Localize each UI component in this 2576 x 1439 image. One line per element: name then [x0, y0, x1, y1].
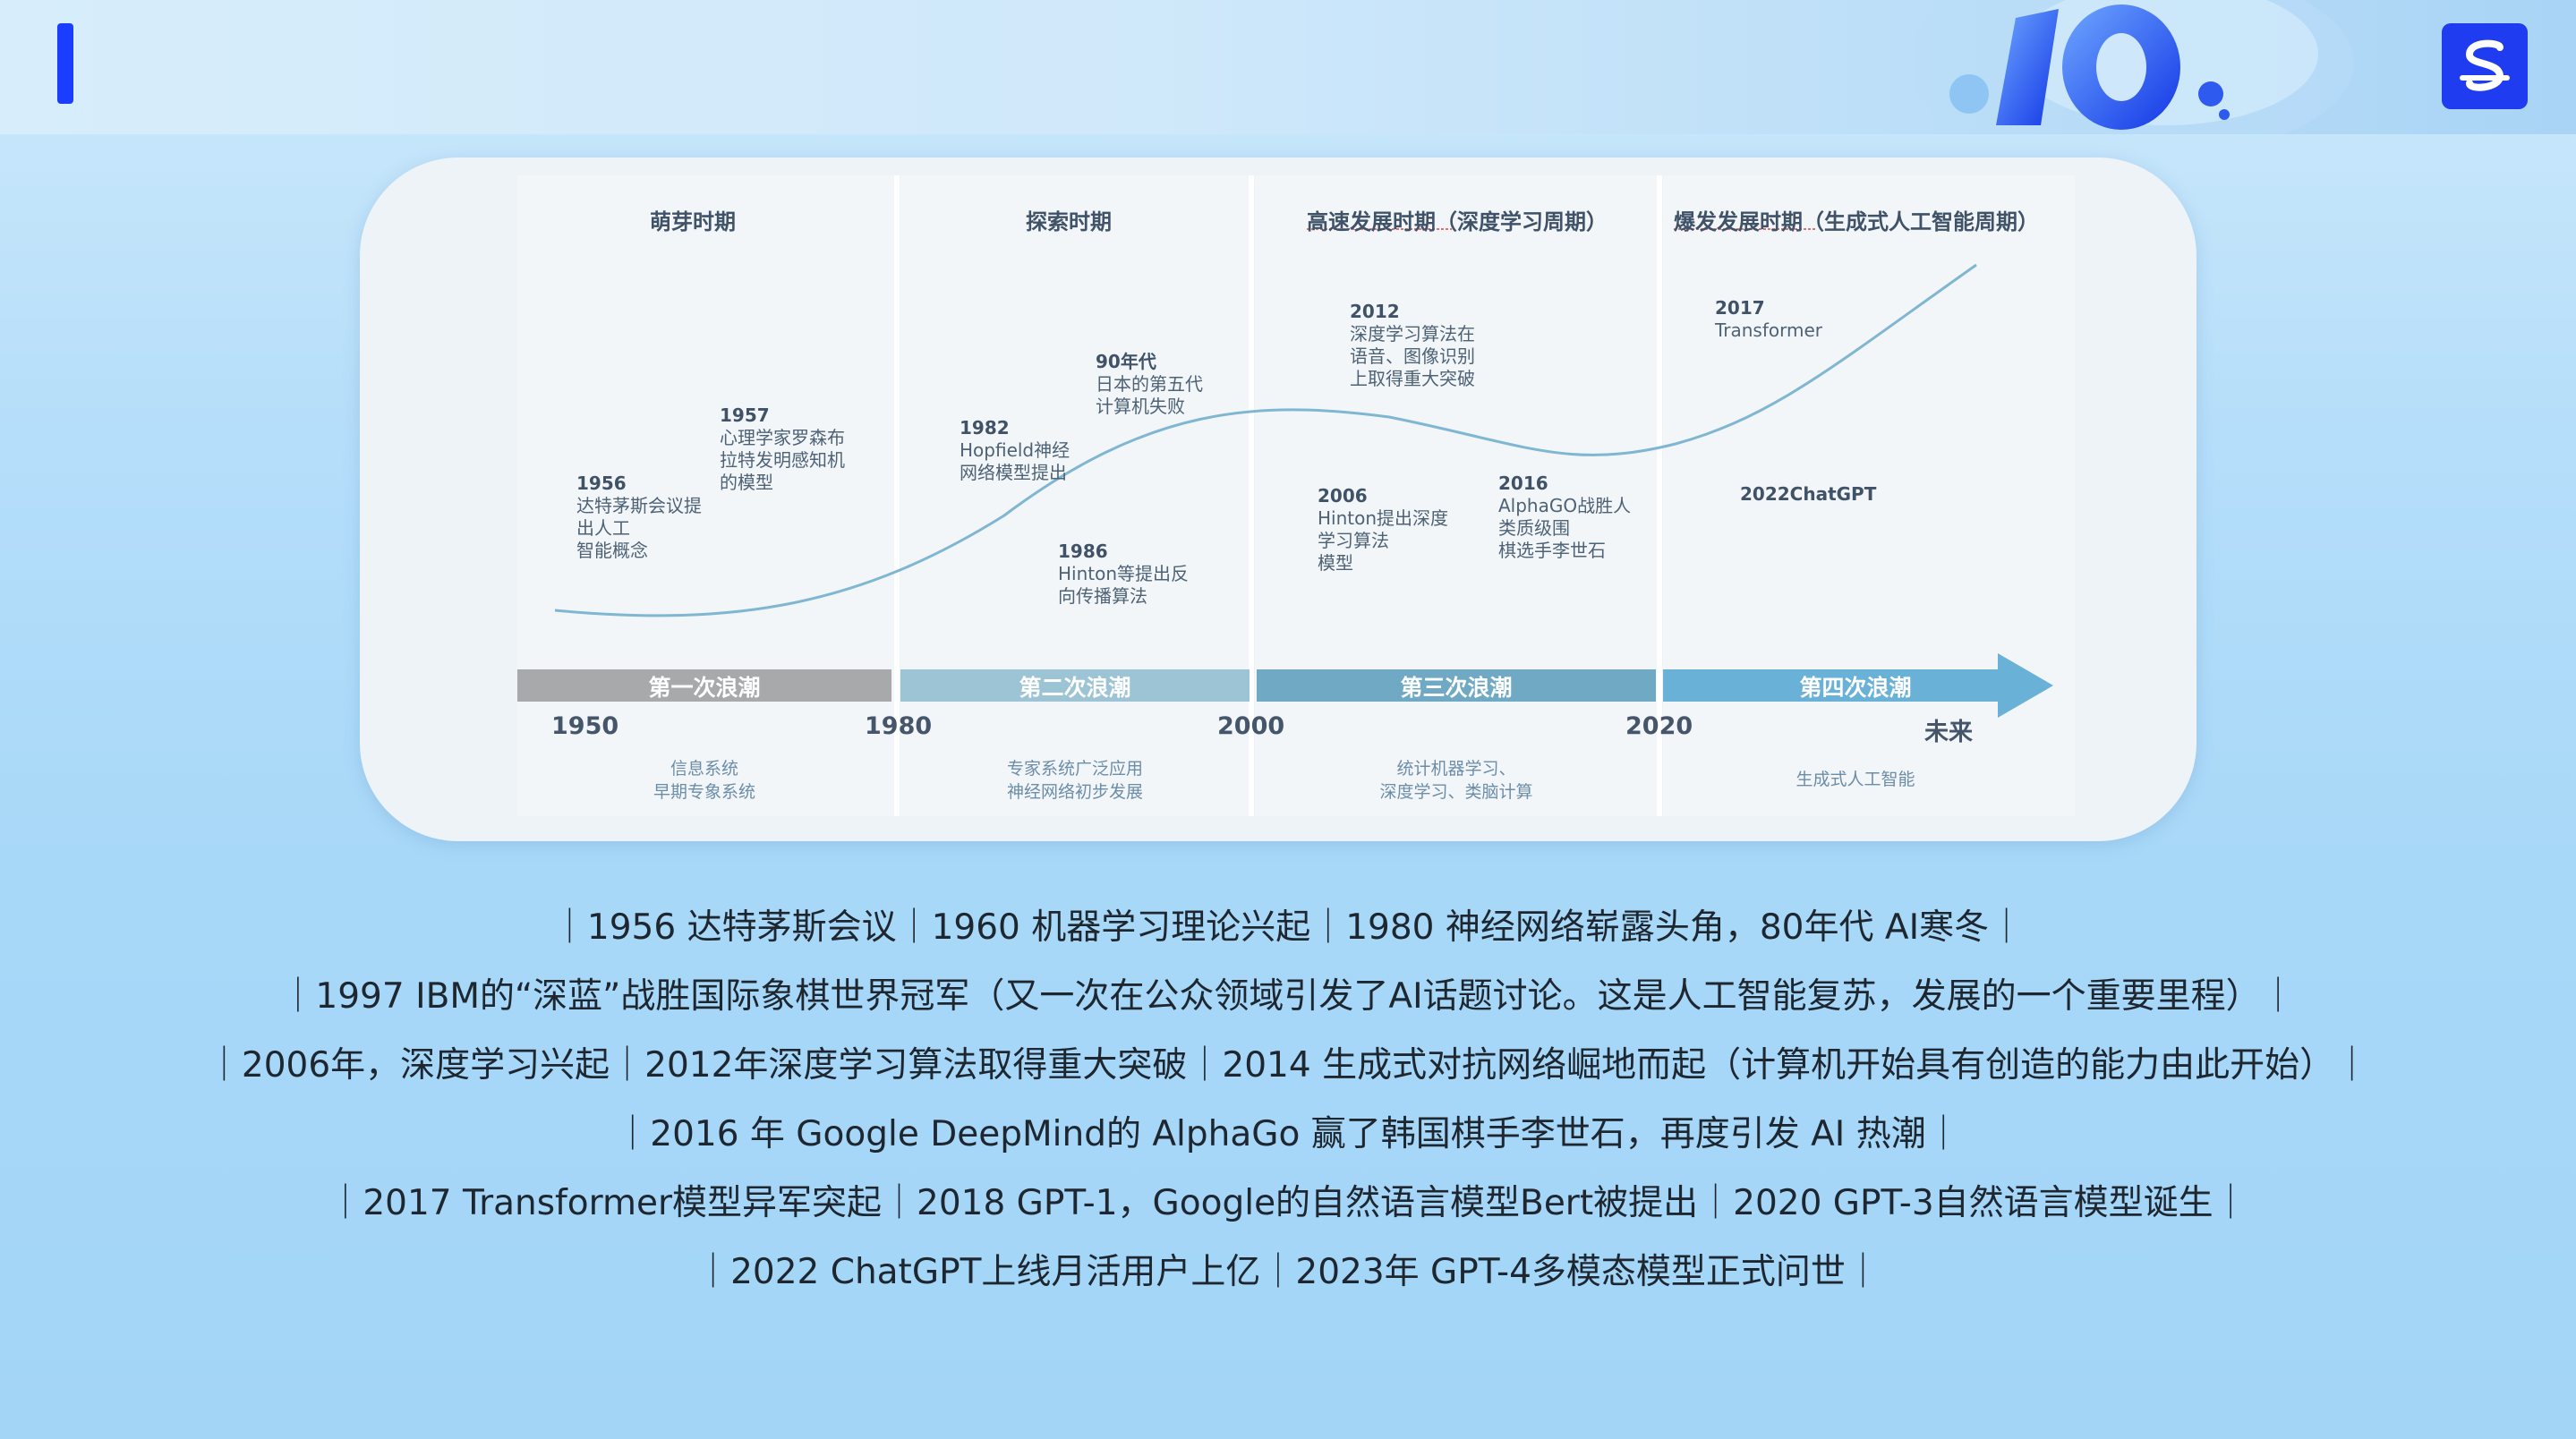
summary-line-5: ｜2017 Transformer模型异军突起｜2018 GPT-1，Googl… — [328, 1183, 2248, 1223]
column-title-1: 萌芽时期 — [650, 209, 736, 234]
column-title-3: 高速发展时期（深度学习周期） — [1307, 209, 1608, 234]
event-90s: 90年代 日本的第五代 计算机失败 — [1096, 351, 1203, 417]
summary-line-6: ｜2022 ChatGPT上线月活用户上亿｜2023年 GPT-4多模态模型正式… — [695, 1252, 1881, 1292]
event-2017: 2017 Transformer — [1715, 297, 1823, 341]
milestone-summary: ｜1956 达特茅斯会议｜1960 机器学习理论兴起｜1980 神经网络崭露头角… — [0, 893, 2576, 1307]
wave-bar-2 — [900, 669, 1250, 702]
top-banner — [0, 0, 2576, 134]
event-2016: 2016 AlphaGO战胜人 类质级围 棋选手李世石 — [1498, 473, 1632, 561]
wave-arrow-4 — [1663, 653, 2053, 718]
wave-label-4: 第四次浪潮 — [1799, 675, 1912, 701]
footnote-1: 信息系统 早期专象系统 — [653, 759, 755, 802]
footnote-4: 生成式人工智能 — [1796, 770, 1915, 789]
ai-timeline-diagram: 萌芽时期 探索时期 高速发展时期（深度学习周期） 爆发发展时期（生成式人工智能周… — [360, 158, 2196, 841]
anniversary-emblem-icon — [1915, 0, 2354, 134]
logo-icon[interactable] — [2442, 23, 2528, 109]
event-1956: 1956 达特茅斯会议提 出人工 智能概念 — [576, 473, 702, 561]
summary-line-4: ｜2016 年 Google DeepMind的 AlphaGo 赢了韩国棋手李… — [615, 1114, 1961, 1154]
wave-bar-1 — [517, 669, 891, 702]
timeline-graphics — [517, 175, 2075, 816]
year-1980: 1980 — [865, 712, 933, 740]
event-1957: 1957 心理学家罗森布 拉特发明感知机 的模型 — [720, 404, 845, 493]
wave-bar-3 — [1257, 669, 1656, 702]
column-title-2: 探索时期 — [1026, 209, 1112, 234]
wave-label-2: 第二次浪潮 — [1019, 675, 1131, 701]
event-2006: 2006 Hinton提出深度 学习算法 模型 — [1318, 485, 1449, 574]
wave-label-3: 第三次浪潮 — [1400, 675, 1513, 701]
year-2020: 2020 — [1625, 712, 1693, 740]
event-2012: 2012 深度学习算法在 语音、图像识别 上取得重大突破 — [1350, 301, 1475, 389]
footnote-2: 专家系统广泛应用 神经网络初步发展 — [1006, 759, 1143, 802]
year-future: 未来 — [1924, 719, 1973, 746]
accent-bar — [57, 23, 73, 104]
event-1986: 1986 Hinton等提出反 向传播算法 — [1058, 541, 1190, 607]
footnote-3: 统计机器学习、 深度学习、类脑计算 — [1379, 759, 1533, 802]
summary-line-2: ｜1997 IBM的“深蓝”战胜国际象棋世界冠军（又一次在公众领域引发了AI话题… — [280, 976, 2296, 1017]
wave-label-1: 第一次浪潮 — [648, 675, 761, 701]
summary-line-1: ｜1956 达特茅斯会议｜1960 机器学习理论兴起｜1980 神经网络崭露头角… — [551, 907, 2025, 948]
year-1950: 1950 — [551, 712, 619, 740]
event-2022: 2022ChatGPT — [1740, 483, 1877, 505]
summary-line-3: ｜2006年，深度学习兴起｜2012年深度学习算法取得重大突破｜2014 生成式… — [206, 1045, 2370, 1086]
column-title-4: 爆发发展时期（生成式人工智能周期） — [1674, 209, 2039, 234]
year-2000: 2000 — [1217, 712, 1285, 740]
event-1982: 1982 Hopfield神经 网络模型提出 — [960, 417, 1070, 483]
